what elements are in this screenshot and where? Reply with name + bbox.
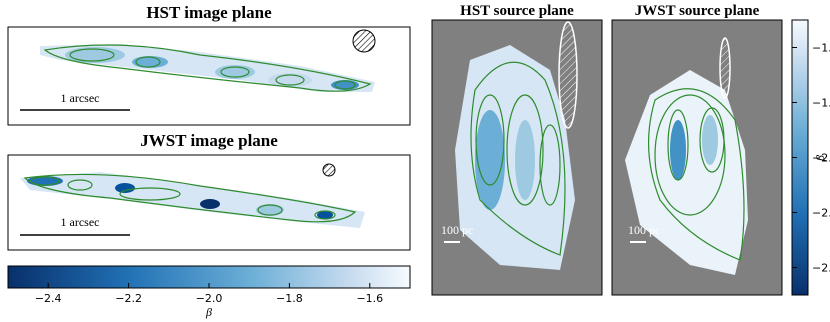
scalebar-label: 1 arcsec xyxy=(61,91,100,105)
psf xyxy=(719,37,731,99)
tick-label: −1.6 xyxy=(812,42,830,55)
tick-label: −2.0 xyxy=(196,292,223,305)
panel-title: HST image plane xyxy=(146,3,272,22)
tick-label: −1.6 xyxy=(356,292,383,305)
tick-label: −2.0 xyxy=(812,152,830,165)
psf xyxy=(322,163,336,177)
tick-label: −2.4 xyxy=(35,292,62,305)
tick-label: −2.4 xyxy=(812,262,830,275)
scalebar-label: 100 pc xyxy=(441,223,473,237)
tick-label: −2.2 xyxy=(115,292,142,305)
panel-title: JWST source plane xyxy=(635,3,760,19)
tick-label: −2.2 xyxy=(812,207,830,220)
psf xyxy=(352,29,376,53)
galaxy-image xyxy=(40,44,375,92)
psf xyxy=(558,21,578,129)
panel-title: JWST image plane xyxy=(140,131,278,150)
colorbar-label: β xyxy=(205,305,212,319)
source-image xyxy=(455,45,575,270)
tick-label: −1.8 xyxy=(812,97,830,110)
source-image xyxy=(625,70,748,275)
panel-title: HST source plane xyxy=(460,3,574,19)
tick-label: −1.8 xyxy=(276,292,303,305)
scalebar-label: 1 arcsec xyxy=(61,215,100,229)
galaxy-image xyxy=(20,172,365,228)
scalebar-label: 100 pc xyxy=(628,223,660,237)
colorbar-label: β xyxy=(813,155,827,162)
